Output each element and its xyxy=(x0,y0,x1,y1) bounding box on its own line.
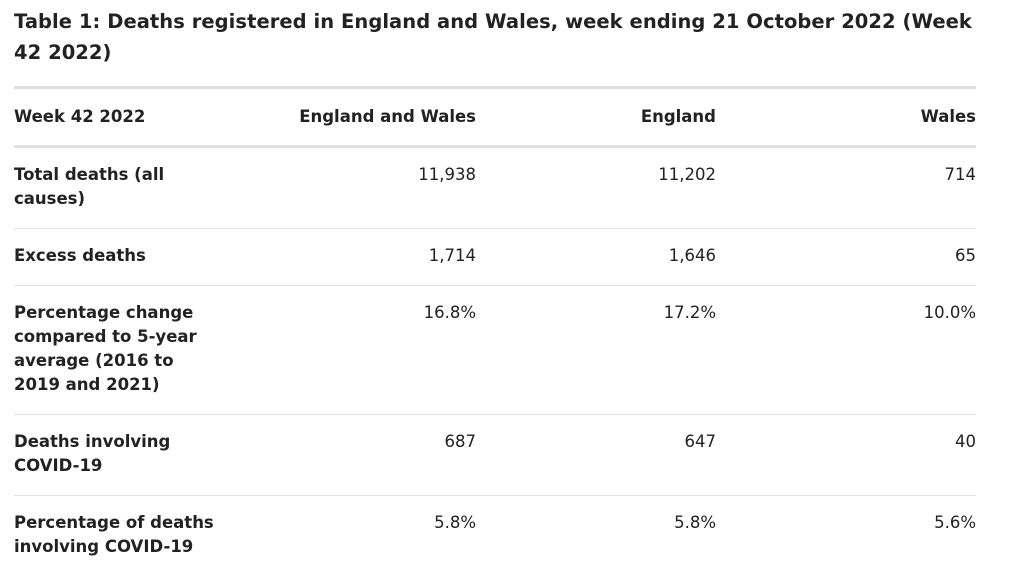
cell-england-and-wales: 1,714 xyxy=(274,229,476,286)
row-label: Excess deaths xyxy=(14,229,274,286)
row-label: Deaths involving COVID-19 xyxy=(14,415,274,496)
cell-england: 17.2% xyxy=(476,286,716,415)
cell-wales: 40 xyxy=(716,415,976,496)
cell-wales: 65 xyxy=(716,229,976,286)
cell-england-and-wales: 11,938 xyxy=(274,147,476,229)
cell-england: 1,646 xyxy=(476,229,716,286)
cell-england-and-wales: 687 xyxy=(274,415,476,496)
table-header: Week 42 2022 England and Wales England W… xyxy=(14,88,976,147)
cell-england-and-wales: 16.8% xyxy=(274,286,476,415)
cell-england: 11,202 xyxy=(476,147,716,229)
row-label: Percentage of deaths involving COVID-19 xyxy=(14,496,274,576)
cell-wales: 5.6% xyxy=(716,496,976,576)
table-body: Total deaths (all causes) 11,938 11,202 … xyxy=(14,147,976,576)
row-label: Total deaths (all causes) xyxy=(14,147,274,229)
table-container: Table 1: Deaths registered in England an… xyxy=(14,6,976,576)
header-row: Week 42 2022 England and Wales England W… xyxy=(14,88,976,147)
cell-england: 647 xyxy=(476,415,716,496)
table-row: Excess deaths 1,714 1,646 65 xyxy=(14,229,976,286)
column-header-england-and-wales: England and Wales xyxy=(274,88,476,147)
cell-england-and-wales: 5.8% xyxy=(274,496,476,576)
cell-wales: 10.0% xyxy=(716,286,976,415)
column-header-wales: Wales xyxy=(716,88,976,147)
deaths-table: Week 42 2022 England and Wales England W… xyxy=(14,86,976,576)
column-header-week: Week 42 2022 xyxy=(14,88,274,147)
table-row: Percentage change compared to 5-year ave… xyxy=(14,286,976,415)
table-row: Percentage of deaths involving COVID-19 … xyxy=(14,496,976,576)
table-row: Total deaths (all causes) 11,938 11,202 … xyxy=(14,147,976,229)
cell-wales: 714 xyxy=(716,147,976,229)
row-label: Percentage change compared to 5-year ave… xyxy=(14,286,274,415)
column-header-england: England xyxy=(476,88,716,147)
table-row: Deaths involving COVID-19 687 647 40 xyxy=(14,415,976,496)
table-caption: Table 1: Deaths registered in England an… xyxy=(14,6,976,68)
cell-england: 5.8% xyxy=(476,496,716,576)
